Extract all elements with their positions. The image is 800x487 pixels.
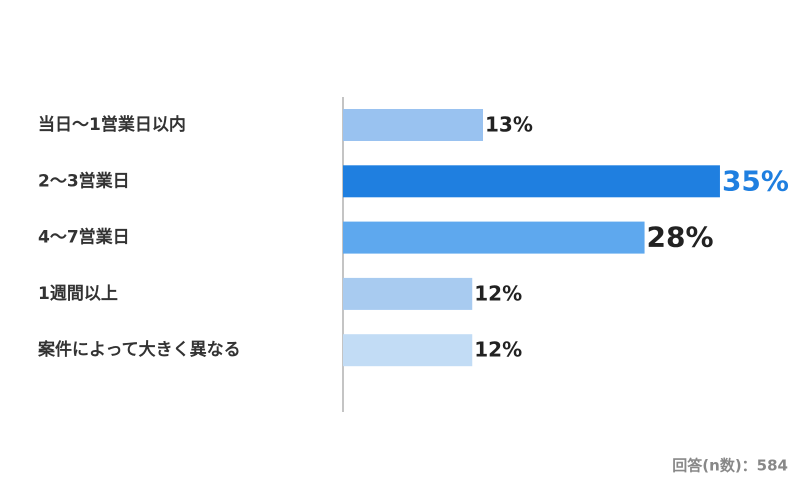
category-label: 2〜3営業日 (38, 170, 130, 191)
category-label: 当日〜1営業日以内 (38, 114, 186, 135)
bar (343, 221, 645, 254)
bar (343, 334, 473, 367)
bar (343, 109, 484, 141)
value-label: 28% (647, 221, 714, 254)
value-label: 12% (474, 338, 522, 362)
footnote: 回答(n数)：584 (672, 457, 788, 475)
category-label: 案件によって大きく異なる (37, 339, 241, 360)
value-label: 13% (485, 113, 533, 137)
bar (343, 165, 720, 198)
category-label: 4〜7営業日 (38, 227, 130, 248)
bar (343, 277, 473, 310)
value-label: 35% (722, 164, 789, 197)
category-label: 1週間以上 (38, 284, 118, 304)
value-label: 12% (474, 281, 522, 305)
